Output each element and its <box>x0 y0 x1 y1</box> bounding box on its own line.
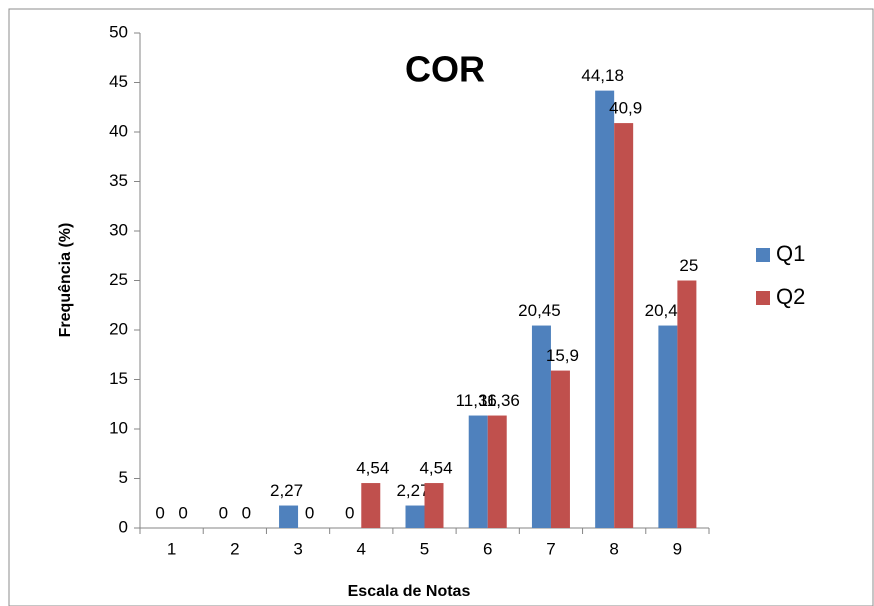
data-label: 15,9 <box>546 346 579 365</box>
y-tick-label: 40 <box>109 121 128 140</box>
data-label: 20,45 <box>645 301 688 320</box>
bar <box>531 325 551 528</box>
y-tick-label: 10 <box>109 418 128 437</box>
bar <box>361 483 381 528</box>
y-tick-label: 15 <box>109 369 128 388</box>
bar <box>677 280 697 528</box>
legend-swatch <box>756 291 770 305</box>
data-label: 11,36 <box>456 391 497 410</box>
data-label: 0 <box>305 503 314 522</box>
bar <box>614 123 634 528</box>
y-tick-label: 35 <box>109 171 128 190</box>
data-label: 0 <box>178 503 187 522</box>
bar <box>279 505 299 528</box>
bar <box>405 505 425 528</box>
data-label: 2,27 <box>270 481 303 500</box>
x-tick-label: 5 <box>420 539 429 558</box>
x-tick-label: 4 <box>357 539 366 558</box>
bar <box>550 370 570 528</box>
legend-label: Q2 <box>776 284 805 309</box>
y-tick-label: 20 <box>109 319 128 338</box>
x-tick-label: 9 <box>673 539 682 558</box>
data-label: 11,36 <box>479 391 520 410</box>
legend-label: Q1 <box>776 241 805 266</box>
x-tick-label: 7 <box>546 539 555 558</box>
data-label: 0 <box>345 503 354 522</box>
bar <box>658 325 678 528</box>
data-label: 4,54 <box>419 459 452 478</box>
data-label: 2,27 <box>396 481 429 500</box>
chart-title: COR <box>405 49 485 90</box>
y-tick-label: 0 <box>119 517 128 536</box>
y-tick-label: 5 <box>119 468 128 487</box>
data-label: 4,54 <box>356 459 389 478</box>
bar <box>487 415 507 528</box>
y-tick-label: 25 <box>109 270 128 289</box>
x-tick-label: 2 <box>230 539 239 558</box>
legend-swatch <box>756 248 770 262</box>
x-tick-label: 8 <box>609 539 618 558</box>
y-tick-label: 45 <box>109 72 128 91</box>
x-axis-label: Escala de Notas <box>348 583 471 600</box>
data-label: 25 <box>679 256 698 275</box>
bar <box>595 90 615 529</box>
y-tick-label: 30 <box>109 220 128 239</box>
bar <box>424 483 444 528</box>
x-tick-label: 1 <box>167 539 176 558</box>
data-label: 0 <box>242 503 251 522</box>
data-label: 0 <box>219 503 228 522</box>
data-label: 20,45 <box>518 301 561 320</box>
x-tick-label: 3 <box>293 539 302 558</box>
data-label: 40,9 <box>609 99 642 118</box>
data-label: 0 <box>155 503 164 522</box>
bar <box>468 415 488 528</box>
data-label: 44,18 <box>581 66 624 85</box>
y-axis-label: Frequência (%) <box>57 223 74 338</box>
x-tick-label: 6 <box>483 539 492 558</box>
y-tick-label: 50 <box>109 22 128 41</box>
